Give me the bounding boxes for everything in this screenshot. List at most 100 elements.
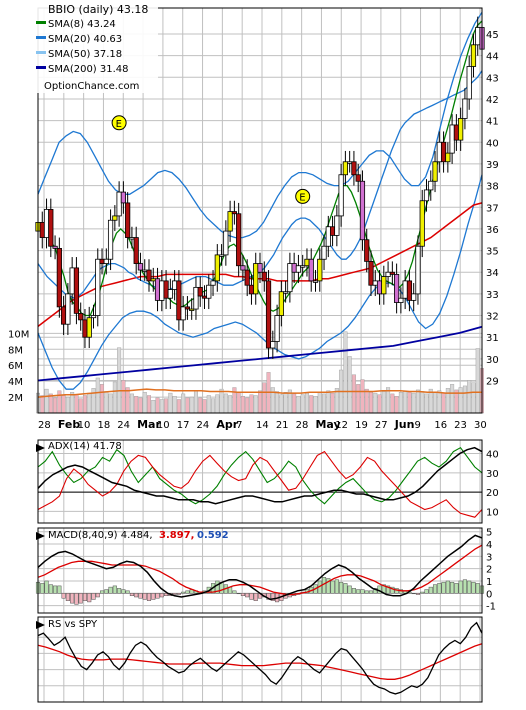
date-tick-label: 9	[415, 420, 421, 431]
volume-bar	[330, 392, 335, 414]
volume-bar	[61, 395, 66, 414]
date-tick-label: Jun	[394, 418, 415, 431]
candle-body	[48, 209, 54, 247]
candle-body	[329, 226, 336, 236]
volume-bar	[450, 384, 455, 414]
price-tick-label: 31	[486, 333, 499, 344]
price-tick-label: 32	[486, 312, 499, 323]
macd-histogram-bar	[462, 579, 467, 594]
sma8-legend-label: SMA(8) 43.24	[48, 19, 116, 30]
macd-histogram-bar	[87, 593, 92, 603]
volume-tick-label: 8M	[8, 345, 23, 356]
candle-body	[137, 263, 144, 271]
candle-body	[283, 291, 289, 294]
candle-body	[223, 230, 229, 256]
macd-histogram-bar	[70, 593, 75, 604]
macd-histogram-bar	[146, 593, 152, 601]
volume-average-line	[37, 388, 482, 398]
macd-histogram-bar	[53, 585, 58, 594]
candle-body	[172, 280, 178, 290]
candle-body	[129, 237, 135, 240]
volume-bar	[475, 348, 480, 414]
volume-bar	[462, 385, 467, 414]
price-tick-label: 45	[486, 30, 499, 41]
volume-bar	[313, 396, 318, 414]
volume-bar	[211, 398, 216, 414]
volume-bar	[351, 374, 356, 414]
adx-label: ADX(14) 41.78	[48, 441, 122, 452]
volume-bar	[411, 392, 416, 414]
adx-legend: ADX(14) 41.78	[36, 441, 122, 452]
candle-body	[231, 211, 237, 215]
candle-body	[470, 44, 477, 67]
candle-body	[291, 263, 297, 273]
macd-histogram-bar	[253, 593, 258, 601]
macd-histogram-bar	[95, 593, 100, 598]
volume-bar	[57, 390, 62, 414]
volume-bar	[193, 390, 198, 414]
volume-bar	[151, 400, 156, 414]
candle-body	[227, 211, 233, 232]
volume-bar	[185, 397, 190, 414]
macd-histogram-bar	[125, 590, 130, 594]
candle-body	[402, 280, 408, 299]
volume-bar	[360, 379, 365, 414]
macd-histogram-bar	[159, 593, 164, 598]
candle-body	[159, 280, 165, 301]
date-tick-label: 27	[375, 420, 388, 431]
macd-histogram-bar	[334, 579, 339, 594]
bollinger-lower-line	[37, 174, 483, 390]
candle-body	[385, 271, 391, 277]
candle-body	[176, 280, 182, 321]
macd-histogram-bar	[78, 593, 83, 604]
candle-body	[453, 124, 459, 141]
volume-bar	[74, 394, 79, 414]
volume-bar	[279, 394, 284, 414]
candle-body	[406, 280, 413, 301]
candle-body	[180, 306, 186, 321]
macd-legend: MACD(8,40,9) 4.484, 3.897, 0.592	[36, 530, 229, 541]
macd-histogram-bar	[91, 593, 96, 600]
date-tick-label: Apr	[216, 418, 238, 431]
date-tick-label: 7	[236, 420, 242, 431]
candle-body	[368, 260, 374, 286]
candle-body	[197, 286, 203, 297]
volume-bar	[108, 393, 113, 414]
volume-bar	[270, 387, 275, 414]
rs-legend: RS vs SPY	[36, 619, 98, 630]
macd-histogram-bar	[104, 589, 109, 594]
macd-signal-line	[37, 544, 483, 596]
macd-histogram-bar	[454, 583, 459, 594]
candle-body	[82, 319, 88, 338]
macd-histogram-bar	[339, 581, 344, 594]
macd-histogram-bar	[428, 586, 433, 594]
price-tick-label: 44	[486, 52, 499, 63]
panel-frame	[37, 616, 483, 703]
candle-body	[278, 291, 284, 316]
candle-body	[240, 265, 246, 271]
macd-histogram-bar	[347, 585, 352, 594]
candle-body	[142, 269, 148, 272]
rs-label: RS vs SPY	[48, 619, 98, 630]
candle-body	[133, 237, 139, 264]
candle-body	[248, 284, 255, 295]
date-tick-label: 28	[296, 420, 309, 431]
macd-histogram-bar	[65, 593, 70, 601]
volume-bar	[369, 392, 374, 414]
candle-body	[355, 174, 361, 182]
macd-histogram-bar	[99, 590, 105, 594]
adx-line	[37, 446, 483, 505]
price-tick-label: 30	[486, 355, 499, 366]
macd-histogram-bar	[450, 581, 455, 594]
macd-histogram-bar	[40, 583, 45, 594]
macd-histogram-bar	[432, 584, 438, 594]
date-tick-label: 28	[38, 420, 51, 431]
candle-body	[189, 308, 195, 311]
price-tick-label: 39	[486, 160, 499, 171]
sma20-swatch	[36, 36, 46, 39]
volume-bar	[240, 396, 245, 414]
candle-body	[351, 161, 357, 176]
candle-body	[69, 267, 75, 295]
macd-histogram-bar	[61, 593, 66, 599]
